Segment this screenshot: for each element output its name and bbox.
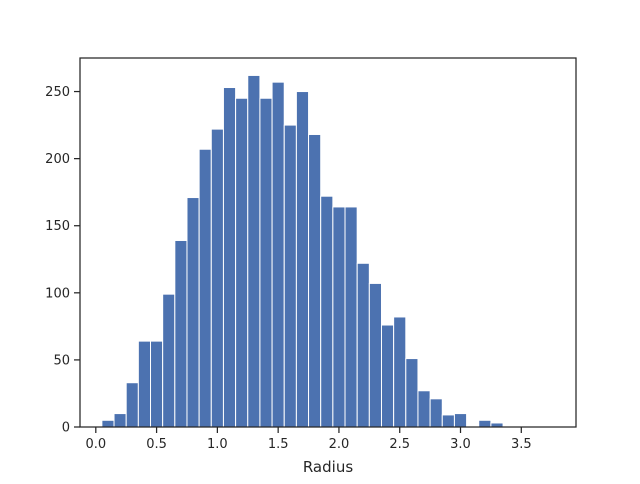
histogram-bar xyxy=(247,74,261,428)
histogram-bar xyxy=(441,414,455,428)
y-tick-label: 150 xyxy=(45,219,70,234)
histogram-bar xyxy=(380,324,395,428)
histogram-bar xyxy=(210,128,224,428)
x-tick-label: 2.0 xyxy=(329,437,350,452)
histogram-bar xyxy=(137,340,152,428)
histogram-bar xyxy=(150,340,164,428)
x-axis-ticks: 0.0 0.5 1.0 1.5 2.0 2.5 3.0 3.5 xyxy=(85,427,532,452)
histogram-bar xyxy=(453,413,468,428)
histogram-bar xyxy=(295,91,310,428)
histogram-bar xyxy=(405,358,419,428)
histogram-bar xyxy=(101,419,115,428)
histogram-bar xyxy=(356,262,370,428)
histogram-bar xyxy=(368,282,382,428)
histogram-bar xyxy=(186,197,200,428)
x-tick-label: 0.0 xyxy=(85,437,106,452)
histogram-bar xyxy=(162,293,176,428)
histogram-bar xyxy=(198,148,212,428)
histogram-bar xyxy=(271,81,285,428)
histogram-bar xyxy=(344,206,358,428)
histogram-bar xyxy=(222,87,237,428)
histogram-bar xyxy=(393,316,407,428)
plot-frame xyxy=(79,57,577,428)
y-axis-ticks: 0 50 100 150 200 250 xyxy=(45,85,80,436)
y-tick-label: 100 xyxy=(45,286,70,301)
bars-layer xyxy=(101,74,504,428)
y-tick-label: 200 xyxy=(45,152,70,167)
y-tick-label: 50 xyxy=(53,353,70,368)
histogram-bar xyxy=(174,239,188,428)
x-tick-label: 3.5 xyxy=(511,437,532,452)
x-tick-label: 1.5 xyxy=(268,437,289,452)
histogram-bar xyxy=(478,419,492,428)
x-axis-label: Radius xyxy=(303,458,353,476)
histogram-bar xyxy=(320,195,334,428)
histogram-bar xyxy=(125,382,139,428)
y-tick-label: 250 xyxy=(45,85,70,100)
histogram-bar xyxy=(308,133,322,428)
x-tick-label: 3.0 xyxy=(450,437,471,452)
histogram-bar xyxy=(235,97,249,428)
y-tick-label: 0 xyxy=(62,421,70,436)
x-tick-label: 2.5 xyxy=(389,437,410,452)
x-tick-label: 0.5 xyxy=(146,437,167,452)
histogram-bar xyxy=(429,398,443,428)
histogram-bar xyxy=(417,390,431,428)
histogram-bar xyxy=(332,206,346,428)
histogram-bar xyxy=(259,97,273,428)
histogram-bar xyxy=(283,124,297,428)
histogram-bar xyxy=(113,413,127,428)
x-tick-label: 1.0 xyxy=(207,437,228,452)
